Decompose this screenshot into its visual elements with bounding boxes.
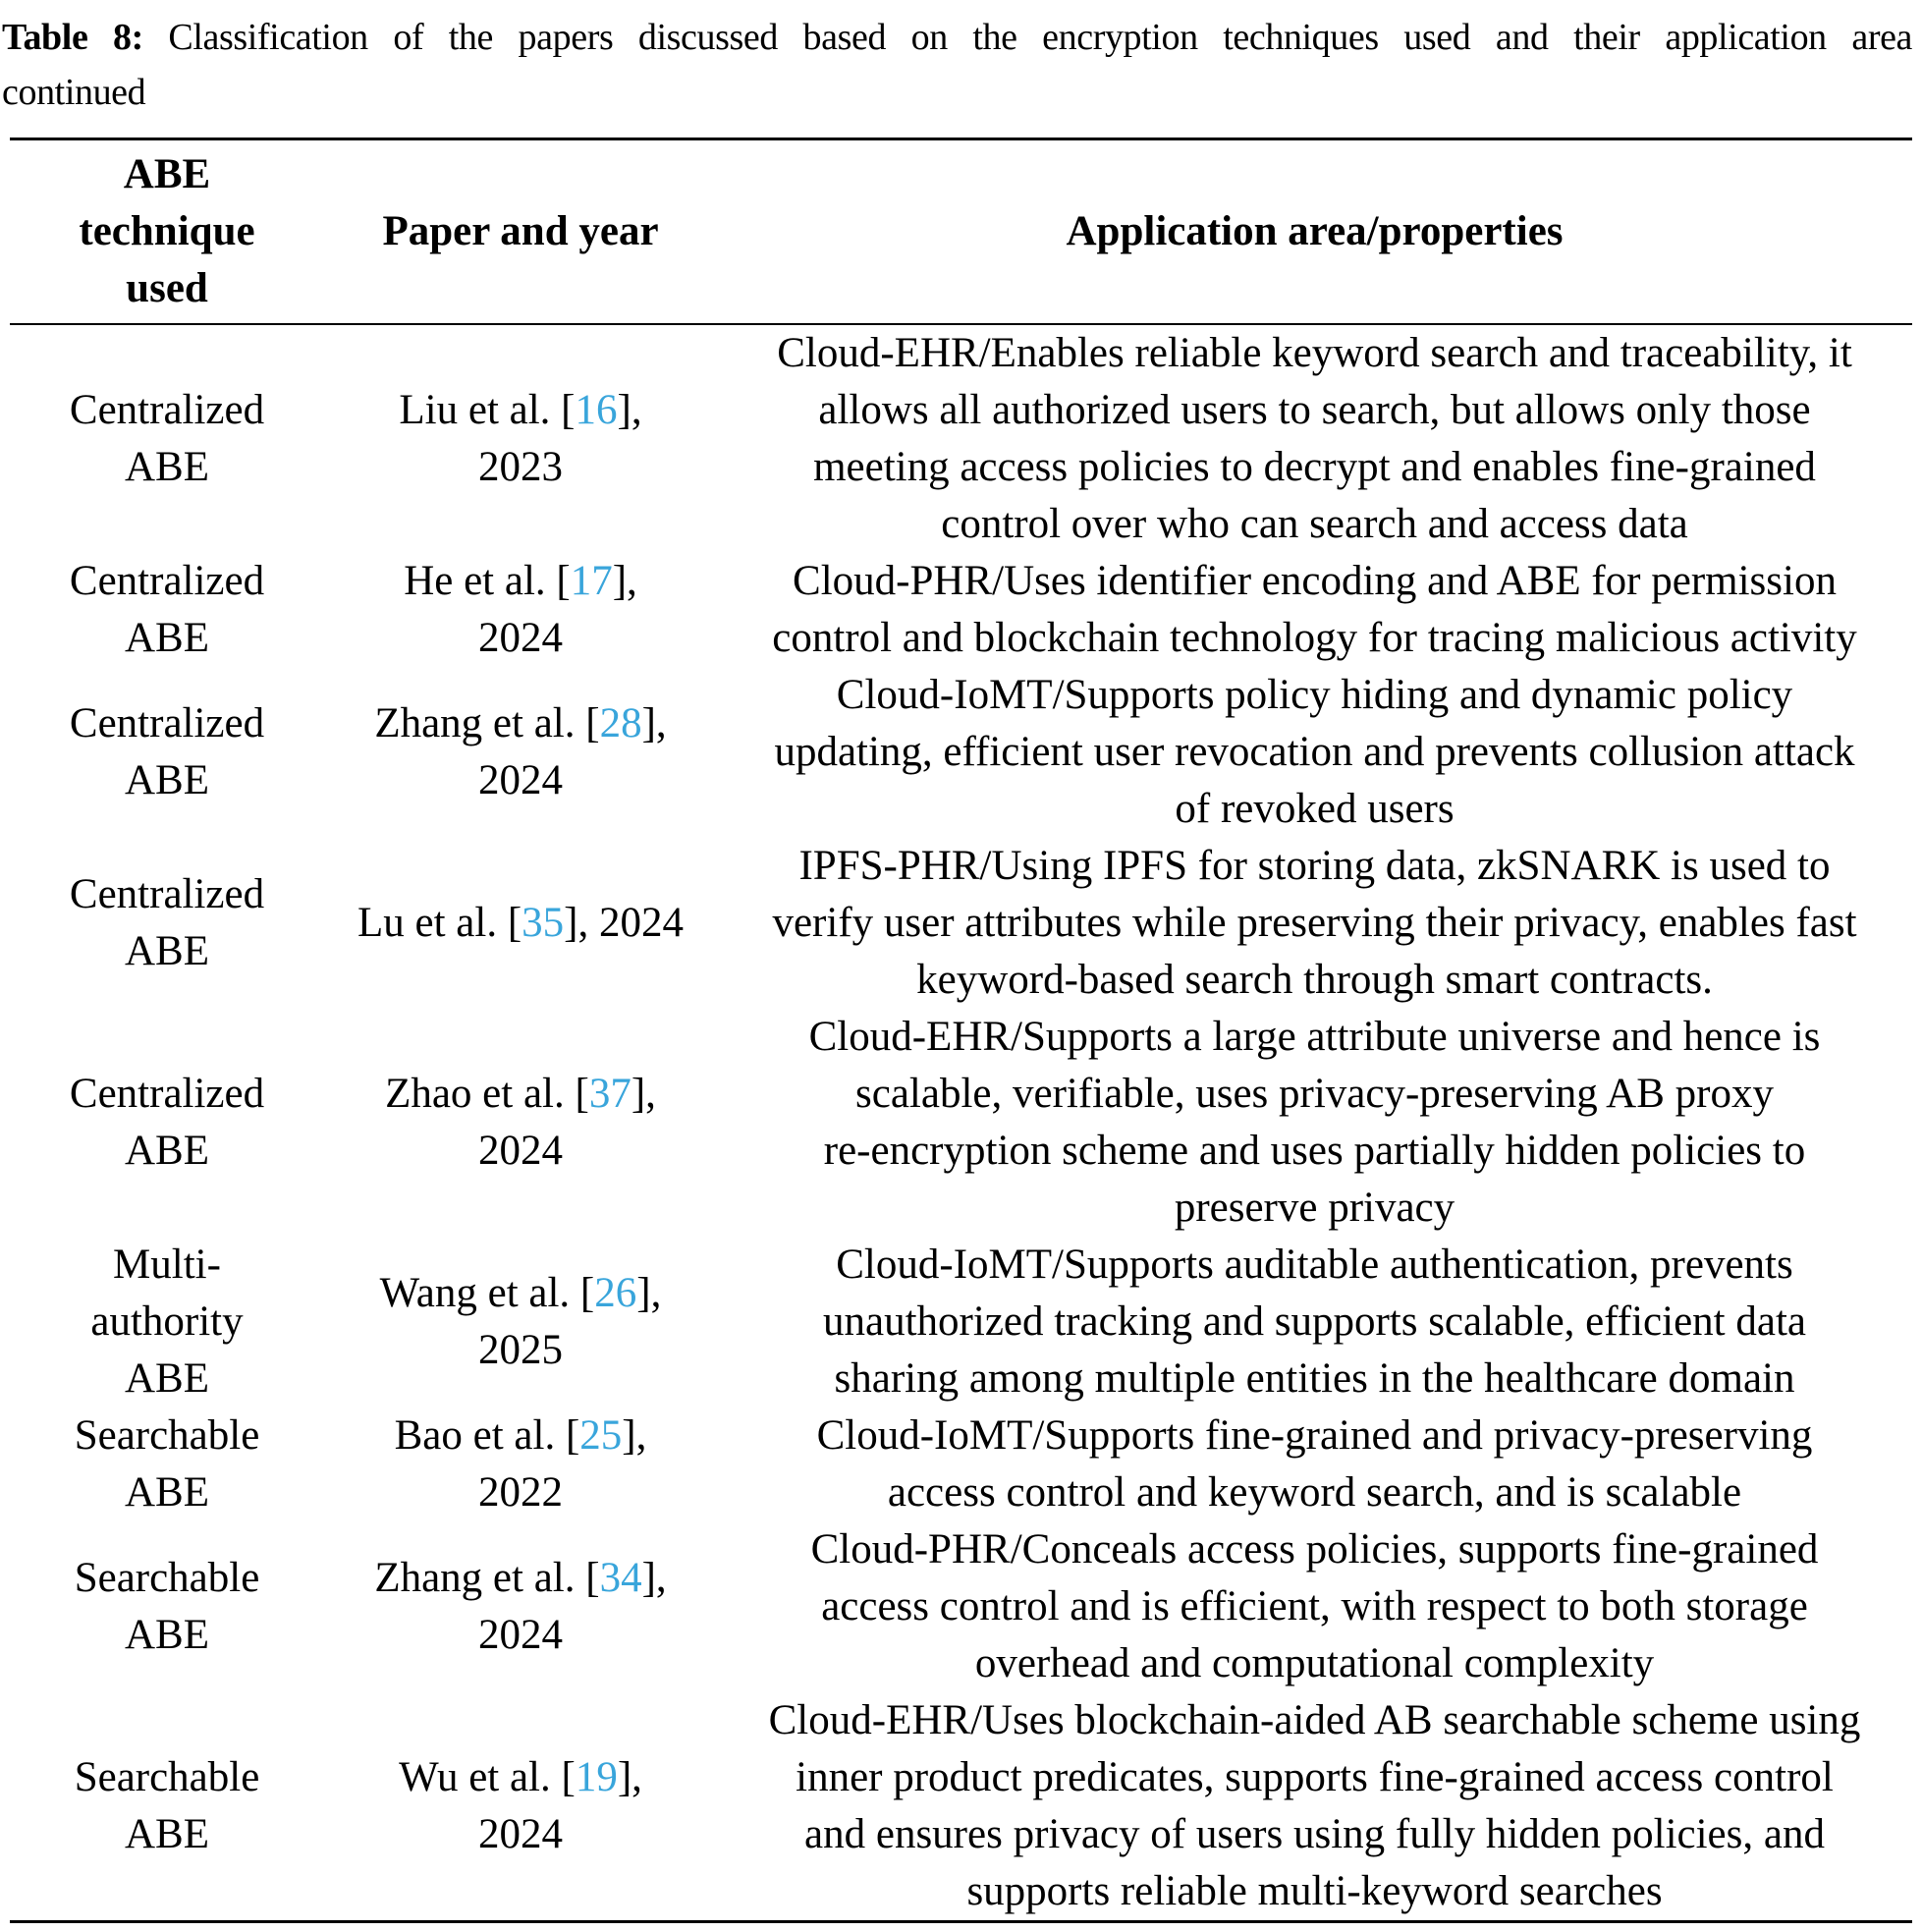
citation-year: 2024 — [478, 615, 563, 661]
description-cell: Cloud-EHR/Uses blockchain-aided AB searc… — [768, 1697, 1861, 1914]
citation-ref-link[interactable]: 26 — [594, 1270, 637, 1316]
citation-year: 2024 — [598, 900, 684, 946]
paper-citation-cell: Wu et al. [19], 2024 — [399, 1754, 642, 1857]
technique-cell: Searchable ABE — [74, 1754, 260, 1857]
description-cell: Cloud-EHR/Supports a large attribute uni… — [808, 1014, 1821, 1231]
description-cell: Cloud-PHR/Conceals access policies, supp… — [810, 1526, 1819, 1686]
citation-year: 2024 — [478, 757, 563, 803]
citation-ref-link[interactable]: 16 — [575, 387, 618, 433]
table-body: Centralized ABE Liu et al. [16], 2023 Clou… — [10, 325, 1912, 1920]
paper-citation-cell: Wang et al. [26], 2025 — [379, 1270, 662, 1373]
citation-ref-link[interactable]: 25 — [579, 1412, 623, 1459]
citation-year: 2022 — [478, 1469, 563, 1516]
citation-ref-link[interactable]: 37 — [588, 1071, 632, 1117]
citation-year: 2024 — [478, 1811, 563, 1857]
table-row: Centralized ABE He et al. [17], 2024 Cloud… — [10, 553, 1912, 667]
table-row: Centralized ABE Zhang et al. [28], 2024 Cl… — [10, 667, 1912, 838]
citation-ref-link[interactable]: 35 — [522, 900, 565, 946]
caption-continued: continued — [2, 72, 146, 113]
table-row: Centralized ABE Lu et al. [35], 2024 IPFS… — [10, 838, 1912, 1009]
paper-citation-cell: Liu et al. [16], 2023 — [399, 387, 642, 490]
paper-citation-cell: Zhao et al. [37], 2024 — [385, 1071, 656, 1174]
paper-citation-cell: Lu et al. [35], 2024 — [357, 900, 684, 946]
citation-ref-link[interactable]: 28 — [599, 700, 642, 746]
header-technique: ABE technique used — [10, 140, 324, 325]
description-cell: IPFS-PHR/Using IPFS for storing data, zk… — [772, 843, 1857, 1003]
citation-year: 2025 — [478, 1327, 563, 1373]
technique-cell: Searchable ABE — [74, 1412, 260, 1516]
technique-cell: Centralized ABE — [69, 871, 265, 974]
description-cell: Cloud-EHR/Enables reliable keyword searc… — [777, 330, 1852, 547]
classification-table: ABE technique used Paper and year Applicat… — [10, 138, 1912, 1923]
technique-cell: Centralized ABE — [69, 1071, 265, 1174]
table-row: Searchable ABE Wu et al. [19], 2024 Cloud-… — [10, 1692, 1912, 1920]
citation-ref-link[interactable]: 17 — [570, 558, 613, 604]
description-cell: Cloud-IoMT/Supports fine-grained and pri… — [816, 1412, 1813, 1516]
citation-ref-link[interactable]: 19 — [575, 1754, 618, 1800]
table-row: Centralized ABE Zhao et al. [37], 2024 Clo… — [10, 1009, 1912, 1237]
header-paper-year: Paper and year — [324, 140, 717, 325]
table-header-row: ABE technique used Paper and year Applicat… — [10, 140, 1912, 325]
caption-text: Classification of the papers discussed b… — [168, 17, 1913, 58]
citation-year: 2023 — [478, 444, 563, 490]
header-application-area: Application area/properties — [717, 140, 1912, 325]
caption-line1: Table 8: Classification of the papers di… — [2, 10, 1912, 65]
paper-citation-cell: He et al. [17], 2024 — [404, 558, 637, 661]
technique-cell: Multi-authority ABE — [90, 1242, 244, 1402]
caption-label: Table 8: — [2, 17, 143, 58]
paper-citation-cell: Bao et al. [25], 2022 — [394, 1412, 647, 1516]
citation-year: 2024 — [478, 1612, 563, 1658]
technique-cell: Centralized ABE — [69, 387, 265, 490]
description-cell: Cloud-PHR/Uses identifier encoding and A… — [772, 558, 1857, 661]
description-cell: Cloud-IoMT/Supports auditable authentica… — [823, 1242, 1806, 1402]
paper-citation-cell: Zhang et al. [28], 2024 — [374, 700, 667, 803]
table-row: Centralized ABE Liu et al. [16], 2023 Clou… — [10, 325, 1912, 553]
technique-cell: Searchable ABE — [74, 1555, 260, 1658]
citation-year: 2024 — [478, 1128, 563, 1174]
technique-cell: Centralized ABE — [69, 700, 265, 803]
table-caption: Table 8: Classification of the papers di… — [2, 10, 1912, 120]
table-row: Multi-authority ABE Wang et al. [26], 2025… — [10, 1237, 1912, 1408]
paper-citation-cell: Zhang et al. [34], 2024 — [374, 1555, 667, 1658]
description-cell: Cloud-IoMT/Supports policy hiding and dy… — [774, 672, 1855, 832]
table-row: Searchable ABE Zhang et al. [34], 2024 Clo… — [10, 1521, 1912, 1692]
citation-ref-link[interactable]: 34 — [599, 1555, 642, 1601]
technique-cell: Centralized ABE — [69, 558, 265, 661]
table-row: Searchable ABE Bao et al. [25], 2022 Cloud… — [10, 1408, 1912, 1521]
